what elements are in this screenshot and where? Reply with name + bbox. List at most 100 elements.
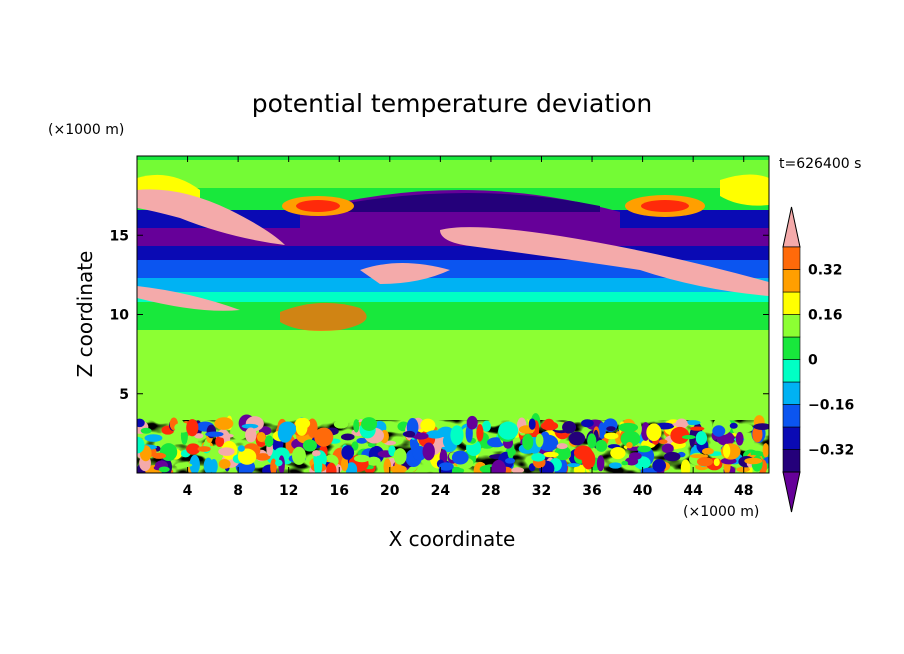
colorbar-swatch bbox=[782, 381, 801, 405]
turbulence-patch bbox=[581, 449, 596, 470]
turbulence-patch bbox=[598, 422, 606, 439]
turbulence-patch bbox=[404, 430, 416, 438]
colorbar-tick-label: 0.16 bbox=[808, 308, 843, 324]
turbulence-patch bbox=[762, 443, 769, 458]
turbulence-patch bbox=[629, 452, 642, 460]
turbulence-patch bbox=[302, 439, 317, 452]
turbulence-patch bbox=[345, 462, 358, 473]
x-tick-label: 20 bbox=[380, 483, 400, 499]
turbulence-patch bbox=[680, 459, 691, 473]
turbulence-patch bbox=[696, 457, 713, 467]
turbulence-patch bbox=[140, 427, 152, 434]
colorbar-swatch bbox=[782, 359, 801, 383]
turbulence-patch bbox=[689, 426, 705, 431]
turbulence-patch bbox=[505, 457, 516, 464]
turbulence-patch bbox=[482, 420, 491, 432]
turbulence-patch bbox=[729, 422, 738, 429]
turbulence-patch bbox=[531, 453, 546, 462]
turbulence-patch bbox=[313, 455, 323, 473]
turbulence-patch bbox=[256, 432, 266, 443]
turbulence-patch bbox=[522, 433, 534, 450]
colorbar-min-extension bbox=[782, 471, 801, 513]
turbulence-patch bbox=[340, 456, 349, 472]
turbulence-patch bbox=[702, 447, 714, 455]
y-axis-label: Z coordinate bbox=[73, 251, 97, 378]
turbulence-patch bbox=[744, 457, 763, 465]
turbulence-patch bbox=[626, 441, 633, 449]
turbulence-patch bbox=[595, 439, 608, 452]
turbulence-patch bbox=[567, 463, 580, 468]
turbulence-patch bbox=[275, 459, 283, 467]
turbulence-patch bbox=[158, 466, 170, 473]
turbulence-patch bbox=[736, 466, 750, 473]
x-tick-label: 40 bbox=[633, 483, 653, 499]
turbulence-patch bbox=[333, 419, 349, 429]
turbulence-patch bbox=[646, 423, 662, 442]
turbulence-patch bbox=[422, 442, 435, 461]
x-tick-label: 4 bbox=[183, 483, 193, 499]
colorbar-max-extension bbox=[782, 206, 801, 248]
turbulence-patch bbox=[695, 431, 708, 446]
turbulence-patch bbox=[366, 456, 381, 466]
colorbar-swatch bbox=[782, 269, 801, 293]
turbulence-patch bbox=[175, 462, 193, 468]
colorbar-swatch bbox=[782, 291, 801, 315]
colorbar-swatch bbox=[782, 336, 801, 360]
chart-title: potential temperature deviation bbox=[252, 89, 652, 118]
colorbar-swatch bbox=[782, 246, 801, 270]
turbulence-patch bbox=[670, 426, 690, 444]
turbulence-patch bbox=[203, 457, 214, 473]
turbulence-patch bbox=[652, 459, 666, 473]
turbulence-patch bbox=[388, 445, 396, 457]
turbulence-patch bbox=[383, 458, 392, 473]
turbulence-patch bbox=[353, 454, 370, 463]
turbulence-patch bbox=[556, 443, 568, 450]
turbulence-patch bbox=[543, 418, 555, 430]
turbulence-patch bbox=[637, 445, 652, 453]
turbulence-patch bbox=[393, 448, 407, 465]
turbulence-patch bbox=[278, 421, 297, 437]
turbulence-patch bbox=[511, 467, 525, 473]
turbulence-patch bbox=[712, 425, 726, 437]
turbulence-patch bbox=[425, 430, 445, 439]
turbulence-patch bbox=[237, 445, 245, 452]
turbulence-patch bbox=[186, 419, 199, 437]
turbulence-patch bbox=[264, 435, 274, 448]
turbulence-patch bbox=[351, 441, 359, 451]
y-tick-label: 15 bbox=[110, 228, 129, 244]
turbulence-patch bbox=[604, 432, 619, 440]
turbulence-patch bbox=[735, 431, 744, 446]
turbulence-patch bbox=[663, 451, 681, 462]
colorbar: 0.32 0.16 0 −0.16 −0.32 bbox=[782, 206, 854, 513]
x-axis-label: X coordinate bbox=[389, 527, 516, 551]
turbulence-patch bbox=[543, 451, 559, 458]
turbulence-patch bbox=[174, 422, 191, 433]
turbulence-patch bbox=[618, 422, 639, 433]
turbulence-patch bbox=[610, 447, 626, 460]
y-axis: 5 10 15 bbox=[110, 228, 769, 403]
turbulence-patch bbox=[186, 443, 201, 455]
x-tick-label: 36 bbox=[582, 483, 601, 499]
turbulence-patch bbox=[596, 455, 605, 472]
turbulence-patch bbox=[326, 462, 337, 473]
turbulence-patch bbox=[581, 419, 594, 428]
turbulence-patch bbox=[312, 450, 321, 457]
turbulence-patch bbox=[270, 458, 277, 473]
colorbar-swatch bbox=[782, 314, 801, 338]
x-tick-label: 24 bbox=[431, 483, 451, 499]
turbulence-patch bbox=[255, 453, 271, 461]
turbulence-patch bbox=[634, 456, 651, 470]
turbulence-patch bbox=[361, 417, 378, 431]
turbulence-patch bbox=[466, 415, 478, 430]
x-axis: 4 8 12 16 20 24 28 32 36 40 44 48 bbox=[183, 156, 753, 499]
turbulence-patch bbox=[684, 420, 701, 426]
turbulence-patch bbox=[295, 419, 308, 436]
colorbar-tick-label: −0.16 bbox=[808, 398, 854, 414]
turbulence-patch bbox=[292, 446, 306, 465]
turbulence-patch bbox=[341, 445, 355, 460]
turbulence-patch bbox=[672, 422, 689, 427]
turbulence-patch bbox=[450, 425, 464, 446]
turbulence-patch bbox=[713, 458, 720, 467]
x-tick-label: 48 bbox=[734, 483, 753, 499]
